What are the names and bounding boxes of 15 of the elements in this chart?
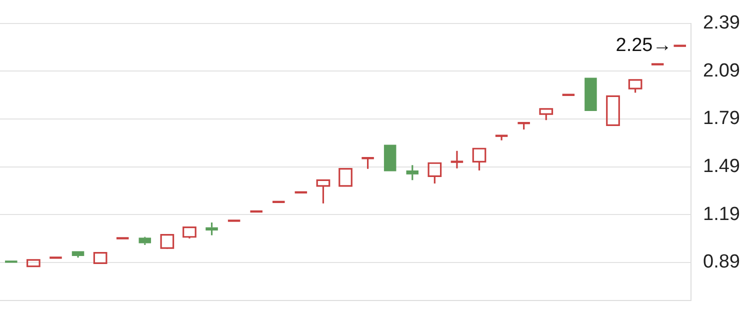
y-tick-label: 1.49 xyxy=(703,156,740,178)
y-tick-label: 1.79 xyxy=(703,108,740,130)
y-tick-label: 2.09 xyxy=(703,60,740,82)
candlestick xyxy=(138,236,152,246)
candlestick xyxy=(450,150,464,170)
candlestick xyxy=(72,251,84,258)
y-tick-label: 0.89 xyxy=(703,252,740,273)
y-tick-label: 2.39 xyxy=(703,12,740,34)
candlestick xyxy=(316,179,330,204)
y-tick-label: 1.19 xyxy=(703,204,740,225)
candlestick xyxy=(406,164,419,181)
annotation: 2.25→ xyxy=(616,34,672,56)
candlestick xyxy=(362,157,374,170)
candlestick xyxy=(206,222,218,236)
candlestick xyxy=(495,134,508,142)
